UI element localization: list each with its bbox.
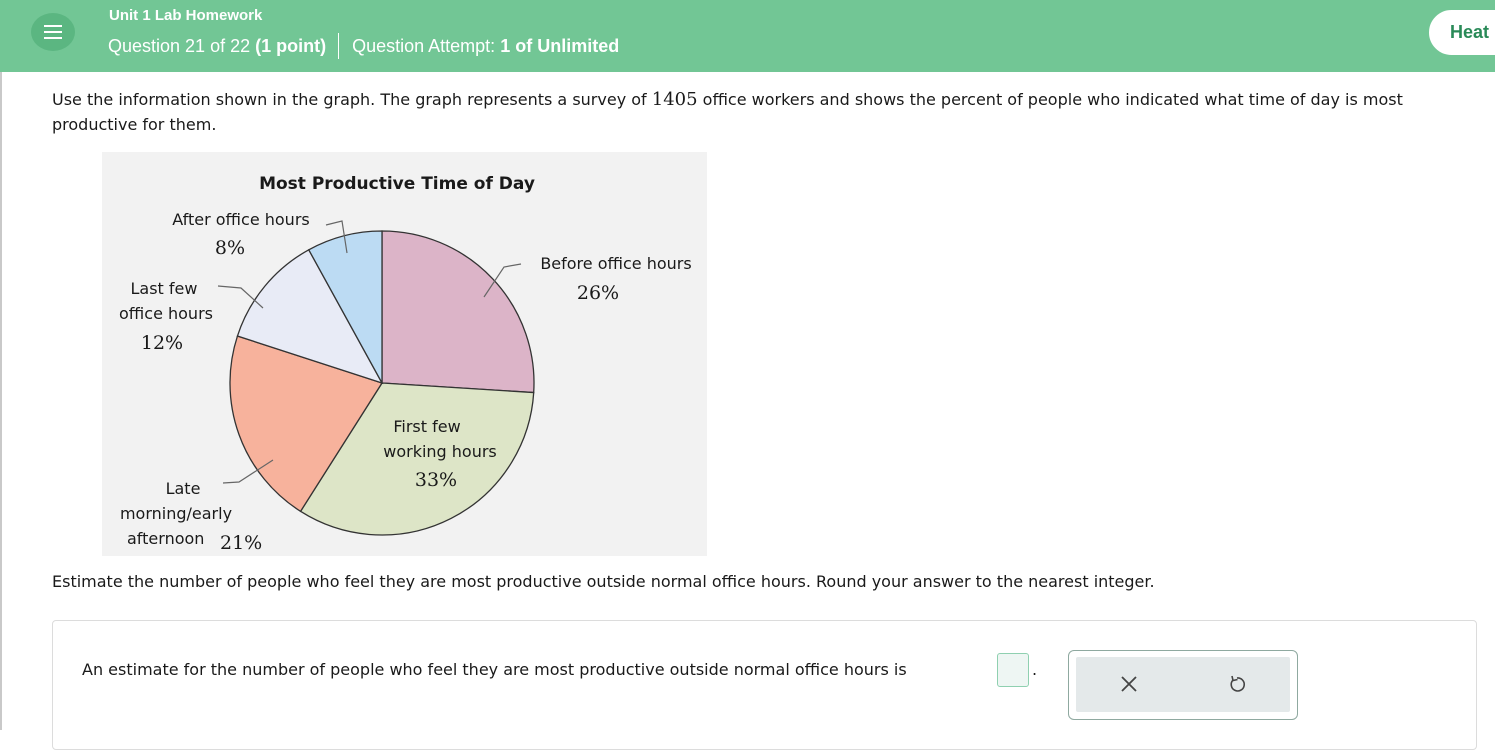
header-bar: Unit 1 Lab Homework Question 21 of 22 (1… — [0, 0, 1495, 72]
question-prompt: Use the information shown in the graph. … — [52, 87, 1472, 137]
pie-slice-last-few-office-hours — [236, 248, 384, 385]
label-first-few-line1: First few — [393, 417, 460, 436]
label-after-office-hours: After office hours — [172, 210, 309, 229]
survey-count: 1405 — [651, 89, 698, 110]
course-title: Unit 1 Lab Homework — [109, 7, 263, 24]
answer-period: . — [1032, 660, 1038, 679]
pie-slice-late-morning-early-afternoon — [229, 335, 383, 513]
answer-sentence: An estimate for the number of people who… — [82, 660, 907, 679]
undo-icon — [1230, 675, 1245, 692]
undo-button[interactable] — [1224, 671, 1250, 697]
question-number: Question 21 of 22 — [108, 35, 251, 56]
pie-slice-first-few-working-hours — [299, 382, 535, 536]
leader-line-late-morning — [222, 459, 274, 484]
attempt-label: Question Attempt: — [352, 35, 496, 56]
question-points: (1 point) — [255, 35, 327, 56]
question-text: Estimate the number of people who feel t… — [52, 572, 1155, 591]
label-late-pct: 21% — [220, 532, 262, 554]
leader-line-last-few — [217, 285, 264, 309]
leader-line-before-office — [483, 263, 522, 298]
label-late-line2: morning/early — [120, 504, 232, 523]
chart-title: Most Productive Time of Day — [259, 174, 535, 194]
help-me-solve-button[interactable]: Heat — [1429, 10, 1495, 55]
label-before-office-hours: Before office hours — [540, 254, 691, 273]
question-info: Question 21 of 22 (1 point) Question Att… — [108, 33, 619, 59]
pie-chart-figure: Most Productive Time of Day After office… — [102, 152, 707, 556]
label-first-few-line2: working hours — [383, 442, 497, 461]
pie-slices — [229, 230, 535, 536]
label-before-office-pct: 26% — [577, 282, 619, 304]
label-first-few-pct: 33% — [415, 469, 457, 491]
prompt-text-after: office workers and shows the percent of … — [52, 90, 1403, 134]
pie-slice-before-office-hours — [381, 230, 535, 394]
left-edge-rule — [0, 72, 2, 730]
attempt-value: 1 of Unlimited — [500, 35, 620, 56]
header-separator — [338, 33, 340, 59]
label-late-line1: Late — [166, 479, 201, 498]
menu-button[interactable] — [31, 13, 75, 51]
clear-answer-button[interactable] — [1116, 671, 1142, 697]
close-icon — [1121, 676, 1137, 692]
answer-tools-bar — [1076, 657, 1290, 712]
label-after-office-pct: 8% — [215, 237, 245, 259]
label-late-line3: afternoon — [127, 529, 204, 548]
prompt-text-before: Use the information shown in the graph. … — [52, 90, 652, 109]
label-last-few-line1: Last few — [131, 279, 198, 298]
answer-input[interactable] — [997, 653, 1029, 687]
label-last-few-line2: office hours — [119, 304, 213, 323]
leader-line-after-office — [325, 220, 348, 254]
label-last-few-pct: 12% — [141, 332, 183, 354]
hamburger-menu-icon — [44, 25, 62, 39]
pie-chart: Most Productive Time of Day After office… — [119, 174, 692, 554]
